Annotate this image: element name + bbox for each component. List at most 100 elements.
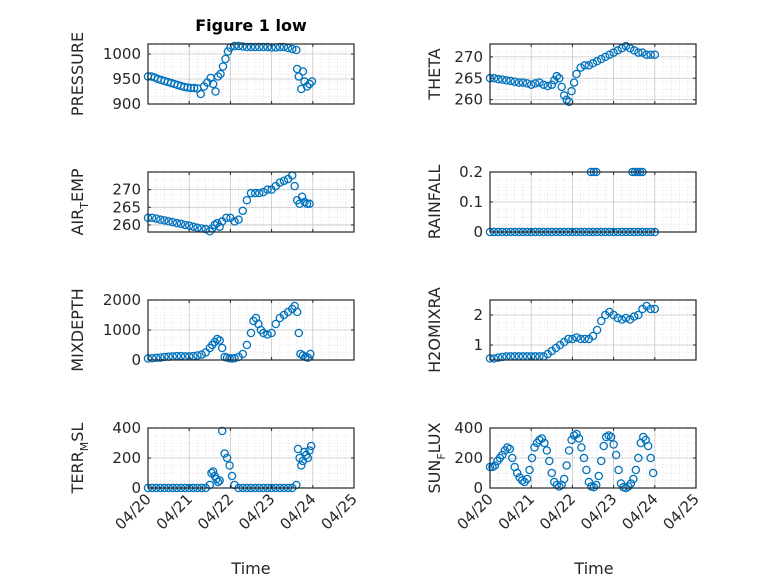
subplot-1: 900 950 1000 PRESSURE [68, 32, 355, 116]
data-point [596, 456, 606, 466]
data-point [559, 474, 569, 484]
data-point [643, 441, 653, 451]
y-tick-label: 0 [473, 479, 483, 497]
data-point [305, 199, 314, 209]
figure-title: Figure 1 low [195, 16, 307, 35]
data-point [625, 44, 635, 53]
data-point [613, 313, 622, 323]
data-point [238, 42, 248, 51]
data-point [642, 50, 651, 59]
data-point [609, 440, 618, 449]
data-point [592, 56, 602, 66]
data-point [592, 325, 602, 335]
data-point [218, 62, 228, 71]
y-axis-label: H2OMIXRA [425, 287, 444, 373]
data-point [580, 61, 590, 70]
data-point [572, 69, 581, 79]
data-point [588, 59, 598, 68]
data-point [217, 426, 227, 436]
data-point [545, 456, 554, 466]
y-tick-label: 200 [112, 449, 141, 467]
data-point [267, 328, 276, 338]
x-tick-label: 04/25 [660, 490, 703, 533]
data-point [525, 465, 534, 475]
data-point [629, 312, 639, 321]
data-point [562, 461, 571, 470]
data-point [250, 188, 260, 198]
data-point [222, 453, 232, 463]
data-point [213, 477, 223, 487]
data-point [531, 79, 540, 88]
data-point [567, 86, 576, 96]
data-point [588, 331, 598, 341]
data-point [172, 218, 182, 228]
data-point [552, 71, 561, 81]
y-tick-label: 0 [473, 223, 483, 241]
data-point [205, 480, 215, 490]
x-tick-label: 04/24 [276, 490, 319, 533]
y-axis-label: SUNFLUX [425, 422, 448, 493]
data-point [151, 353, 161, 363]
y-tick-label: 265 [112, 198, 141, 216]
x-label-right: Time [573, 559, 613, 578]
data-point [242, 195, 252, 205]
data-point [298, 67, 308, 76]
data-point [259, 328, 268, 338]
data-point [594, 471, 604, 481]
data-point [650, 50, 660, 59]
data-point [626, 479, 636, 488]
data-point [638, 48, 647, 57]
subplot-2: 260 265 270 THETA [425, 41, 697, 109]
data-point [609, 48, 618, 57]
data-point [606, 432, 616, 442]
data-point [576, 63, 585, 72]
data-point [197, 350, 206, 359]
x-tick-label: 04/23 [235, 490, 278, 533]
data-point [246, 188, 256, 198]
subplot-8: 0200400SUNFLUX04/2004/2104/2204/2304/240… [425, 419, 703, 533]
data-point [238, 206, 248, 216]
data-point [547, 468, 557, 478]
data-point [168, 217, 177, 227]
data-point [151, 214, 161, 223]
y-tick-label: 1000 [103, 45, 141, 63]
data-point [215, 222, 224, 231]
y-tick-label: 270 [454, 48, 483, 66]
data-point [518, 78, 528, 87]
data-point [617, 315, 627, 324]
data-point [160, 352, 169, 362]
y-tick-label: 1000 [103, 321, 141, 339]
data-point [193, 223, 202, 233]
data-point [589, 482, 599, 492]
subplot-5: 0 1000 2000 MIXDEPTH [68, 288, 355, 372]
data-point [572, 429, 581, 439]
data-point [559, 91, 569, 100]
data-point [302, 199, 312, 209]
data-point [514, 78, 524, 87]
y-tick-label: 0 [131, 351, 141, 369]
data-point [592, 480, 601, 490]
data-point [564, 446, 574, 455]
data-point [490, 461, 500, 470]
data-point [160, 216, 169, 225]
data-point [216, 69, 225, 79]
data-point [512, 468, 522, 478]
data-point [596, 316, 606, 326]
data-point [522, 474, 532, 484]
data-point [297, 461, 306, 470]
data-point [646, 453, 655, 463]
data-point [227, 471, 237, 481]
y-axis-label: THETA [425, 48, 444, 100]
data-point [302, 82, 312, 91]
axes-box [489, 43, 697, 105]
y-tick-label: 1 [473, 336, 483, 354]
data-point [307, 77, 317, 86]
x-tick-label: 04/21 [495, 490, 538, 533]
x-tick-label: 04/25 [318, 490, 361, 533]
data-point [493, 74, 503, 84]
data-point [305, 446, 314, 455]
x-label-left: Time [230, 559, 270, 578]
